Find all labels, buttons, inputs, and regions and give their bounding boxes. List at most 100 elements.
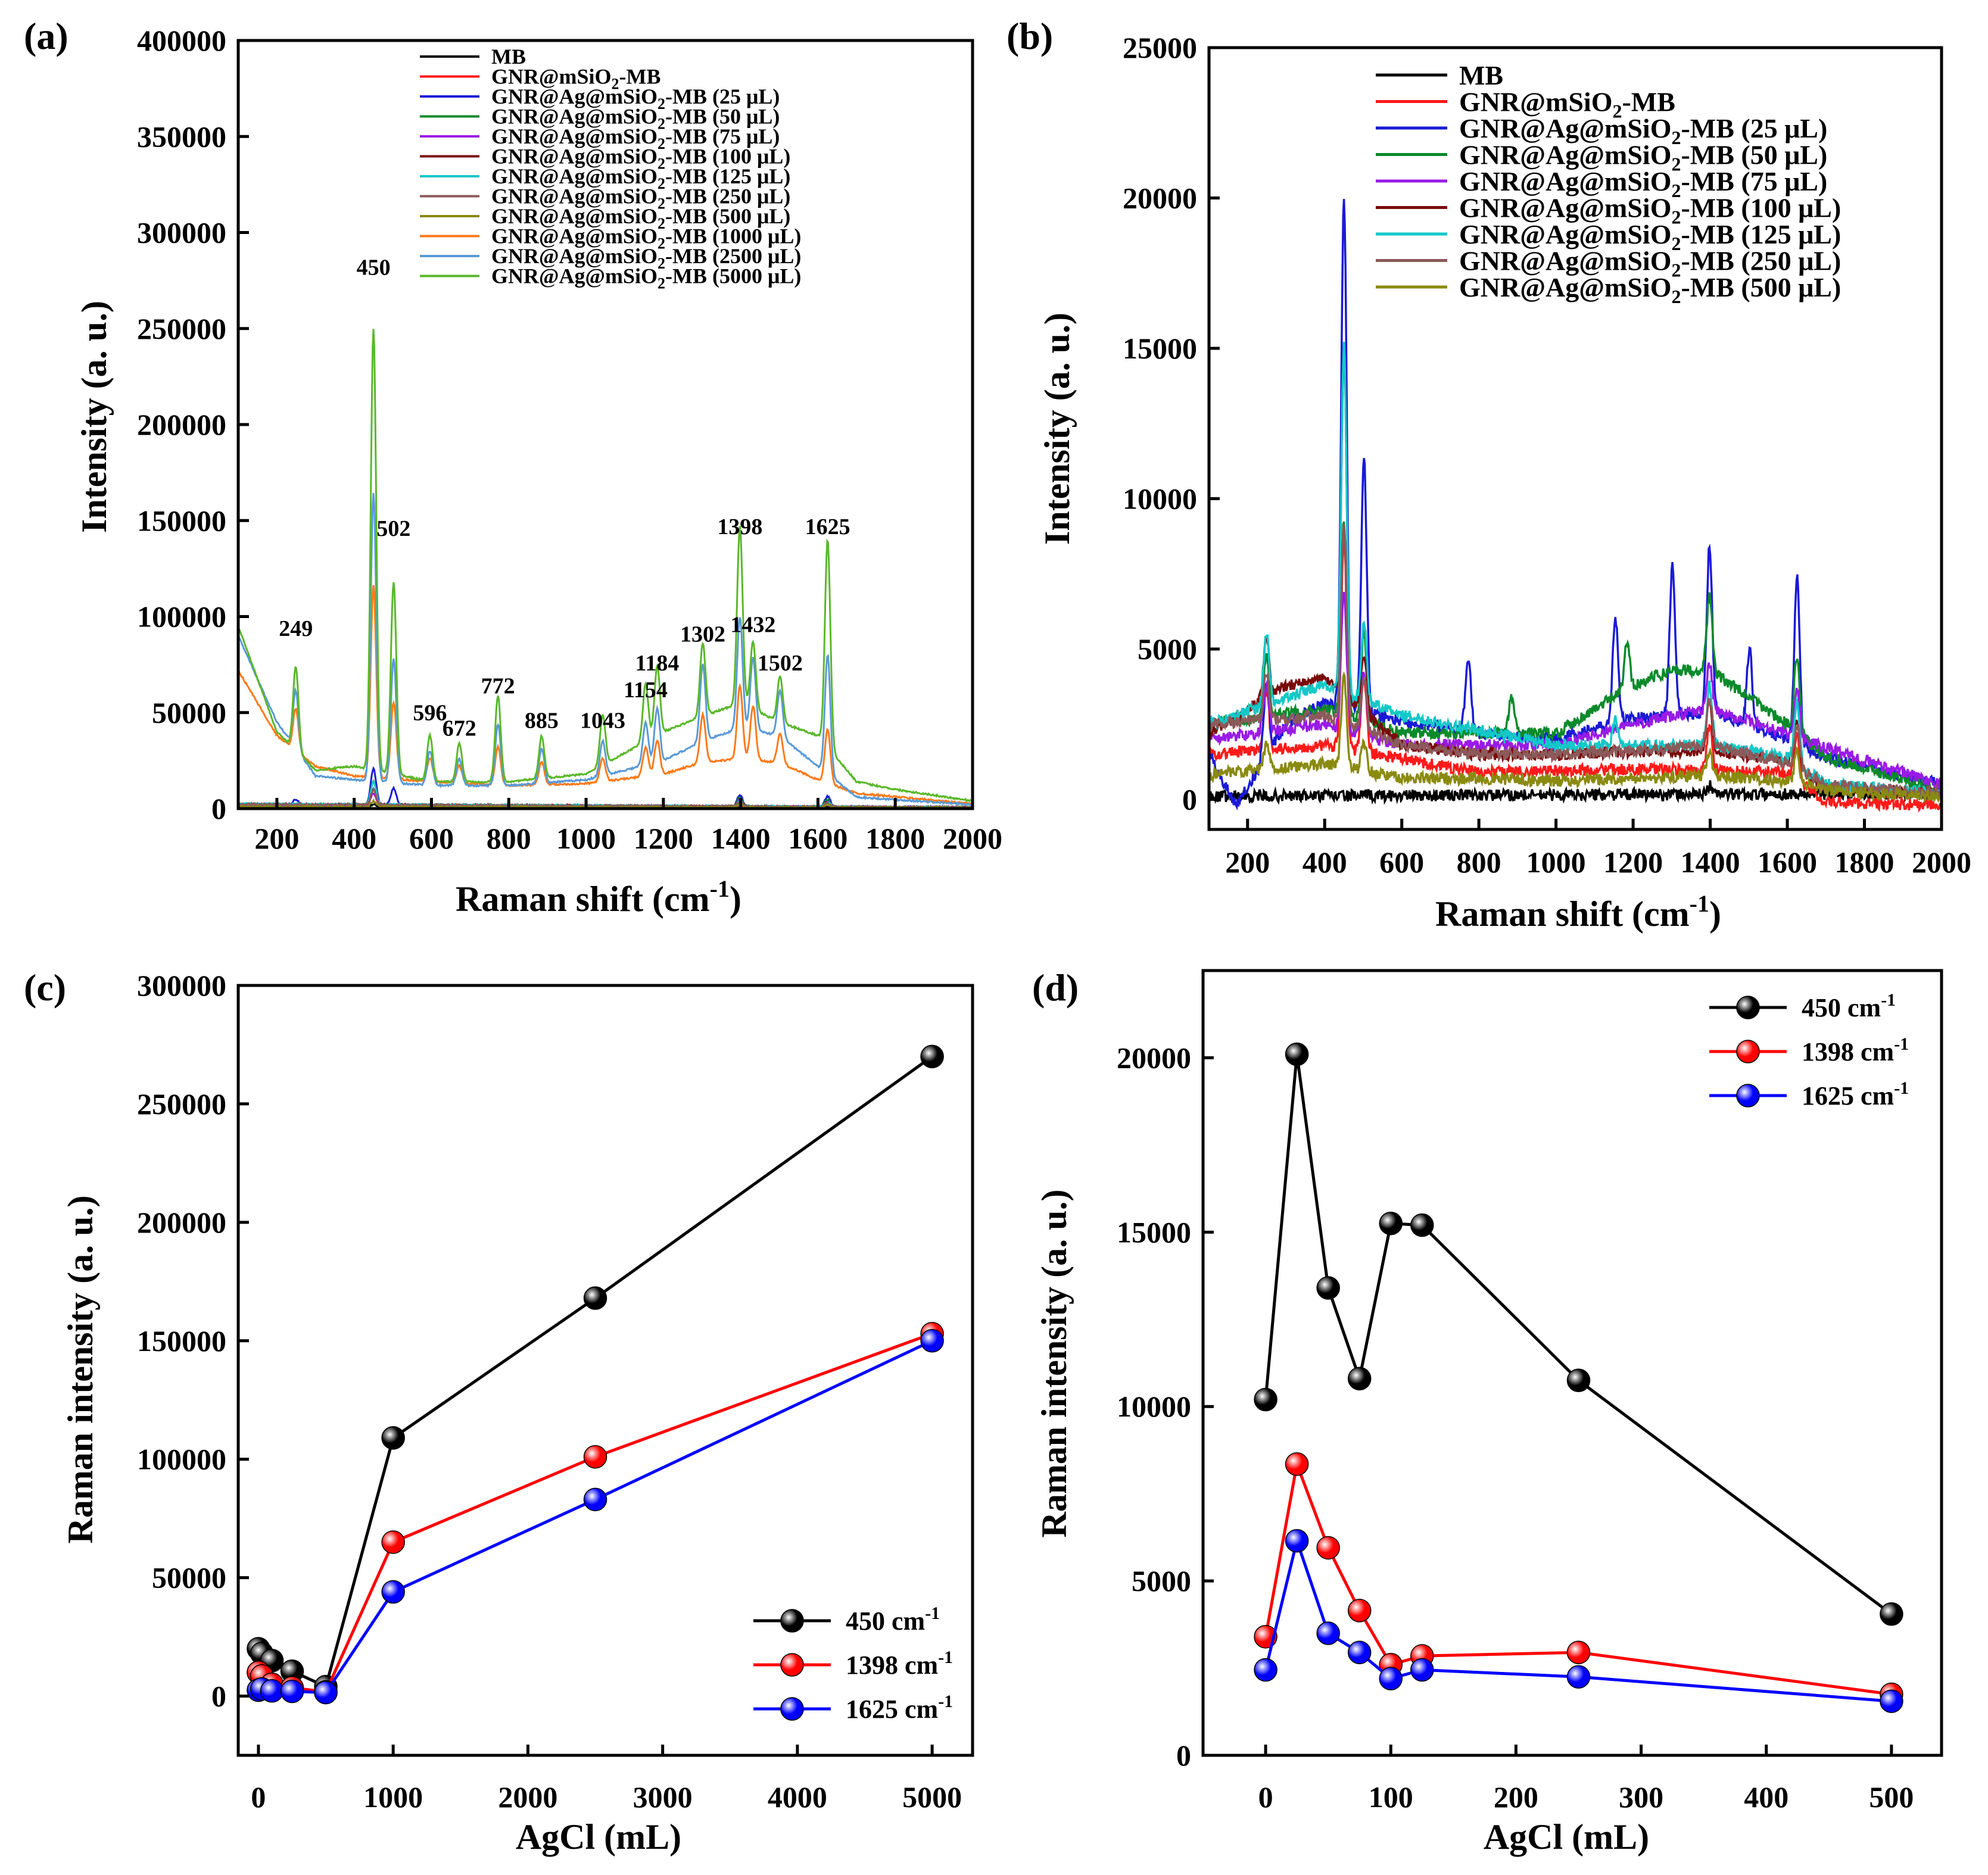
legend-label: GNR@Ag@mSiO2-MB (50 μL) (1459, 140, 1827, 175)
y-tick-label: 150000 (137, 1324, 226, 1358)
y-tick-label: 10000 (1117, 1390, 1191, 1423)
y-tick-label: 150000 (137, 504, 226, 537)
data-point-1625-cm (1316, 1621, 1340, 1645)
data-point-1625-cm (1347, 1640, 1372, 1664)
peak-label-1043: 1043 (580, 709, 625, 734)
data-point-1625-cm (260, 1679, 284, 1703)
x-tick-label: 1000 (363, 1780, 423, 1814)
y-tick-label: 20000 (1123, 182, 1197, 215)
x-tick-label: 2000 (943, 822, 1002, 855)
y-tick-label: 50000 (152, 696, 226, 729)
legend-label: GNR@Ag@mSiO2-MB (100 μL) (491, 145, 790, 173)
peak-label-596: 596 (413, 701, 447, 726)
panel-c-label: (c) (24, 966, 66, 1009)
x-tick-label: 2000 (1912, 846, 1971, 879)
panel-b-x-label: Raman shift (cm-1) (1435, 890, 1721, 934)
panel-d-lines (1254, 1042, 1903, 1713)
spectrum-gnr-ag-msio2-mb-5000-l (237, 329, 973, 803)
series-line-1398-cm (1264, 1458, 1892, 1696)
y-tick-label: 0 (211, 792, 226, 825)
data-point-1625-cm (583, 1487, 607, 1512)
peak-label-1184: 1184 (635, 651, 680, 676)
data-point-1625-cm (381, 1580, 405, 1604)
data-point-450-cm (1316, 1276, 1340, 1300)
legend-label: GNR@Ag@mSiO2-MB (100 μL) (1459, 193, 1841, 228)
x-tick-label: 200 (1225, 846, 1270, 879)
legend-label: 450 cm-1 (846, 1603, 940, 1636)
data-point-1625-cm (1254, 1658, 1277, 1682)
x-tick-label: 2000 (498, 1780, 557, 1814)
panel-d: (d) 450 cm-1 1398 cm-1 1625 cm-1 0 100 200 30… (1032, 966, 1943, 1857)
x-tick-label: 1800 (865, 822, 925, 855)
y-tick-label: 20000 (1117, 1041, 1191, 1074)
legend-label: GNR@Ag@mSiO2-MB (250 μL) (1459, 246, 1841, 281)
panel-a-y-label: Intensity (a. u.) (74, 301, 114, 533)
y-tick-label: 100000 (137, 600, 226, 634)
y-tick-label: 400000 (137, 24, 226, 57)
y-tick-label: 200000 (137, 408, 226, 441)
panel-d-y-ticks: 0 5000 10000 15000 20000 (1117, 1041, 1214, 1772)
data-point-1625-cm (1566, 1665, 1591, 1689)
legend-label: 1625 cm-1 (1802, 1078, 1909, 1110)
data-point-450-cm (1285, 1042, 1309, 1066)
x-tick-label: 600 (409, 822, 454, 855)
legend-label: GNR@Ag@mSiO2-MB (5000 μL) (491, 264, 801, 292)
peak-label-885: 885 (525, 709, 559, 734)
y-tick-label: 5000 (1132, 1564, 1191, 1598)
legend-label: GNR@Ag@mSiO2-MB (75 μL) (1459, 166, 1827, 201)
legend-label: GNR@Ag@mSiO2-MB (125 μL) (491, 164, 790, 192)
data-point-450-cm (381, 1426, 405, 1450)
legend-label: GNR@Ag@mSiO2-MB (25 μL) (491, 85, 780, 113)
y-tick-label: 300000 (137, 969, 226, 1002)
y-tick-label: 50000 (152, 1561, 226, 1595)
x-tick-label: 5000 (902, 1780, 962, 1814)
legend-marker (780, 1697, 804, 1721)
panel-c-frame (236, 984, 974, 1757)
x-tick-label: 1000 (1526, 846, 1586, 879)
legend-label: GNR@Ag@mSiO2-MB (125 μL) (1459, 219, 1841, 254)
peak-label-672: 672 (443, 716, 476, 741)
legend-label: GNR@Ag@mSiO2-MB (250 μL) (491, 185, 790, 213)
legend-label: 1625 cm-1 (846, 1692, 953, 1724)
panel-d-x-ticks: 0 100 200 300 400 500 (1258, 1745, 1914, 1814)
legend-label: GNR@Ag@mSiO2-MB (500 μL) (1459, 272, 1841, 307)
legend-marker (780, 1653, 804, 1677)
spectrum-gnr-msio2-mb (1208, 541, 1943, 813)
x-tick-label: 100 (1369, 1780, 1413, 1814)
spectrum-gnr-ag-msio2-mb-50-l (1208, 521, 1942, 795)
panel-c-lines (247, 1044, 944, 1705)
x-tick-label: 0 (1258, 1780, 1273, 1814)
y-tick-label: 300000 (137, 216, 226, 249)
y-tick-label: 25000 (1123, 31, 1197, 64)
x-tick-label: 1200 (1603, 846, 1663, 879)
series-line-450-cm (1264, 1054, 1893, 1615)
peak-label-772: 772 (481, 674, 515, 699)
y-tick-label: 10000 (1123, 482, 1197, 516)
panel-b-y-ticks: 0 5000 10000 15000 20000 25000 (1123, 31, 1220, 816)
panel-b-y-label: Intensity (a. u.) (1037, 313, 1077, 545)
legend-marker (1736, 1040, 1760, 1063)
legend-label: GNR@Ag@mSiO2-MB (75 μL) (491, 124, 780, 152)
data-point-1398-cm (1347, 1599, 1372, 1623)
panel-c-x-label: AgCl (mL) (516, 1817, 681, 1857)
panel-c-y-label: Raman intensity (a. u.) (61, 1195, 100, 1543)
data-point-1625-cm (920, 1329, 944, 1353)
panel-b-label: (b) (1007, 15, 1053, 57)
y-tick-label: 250000 (137, 1087, 226, 1121)
peak-label-1302: 1302 (680, 622, 725, 647)
legend-marker (1736, 1084, 1760, 1107)
data-point-450-cm (1880, 1602, 1903, 1626)
spectrum-gnr-ag-msio2-mb-75-l (1208, 592, 1943, 790)
data-point-1398-cm (381, 1530, 405, 1554)
data-point-1625-cm (1285, 1528, 1309, 1553)
x-tick-label: 1400 (1681, 846, 1740, 879)
x-tick-label: 400 (332, 822, 376, 855)
legend-label: GNR@Ag@mSiO2-MB (2500 μL) (491, 244, 801, 272)
x-tick-label: 1200 (634, 822, 693, 855)
data-point-1398-cm (1285, 1452, 1309, 1476)
data-point-1398-cm (1316, 1536, 1340, 1560)
